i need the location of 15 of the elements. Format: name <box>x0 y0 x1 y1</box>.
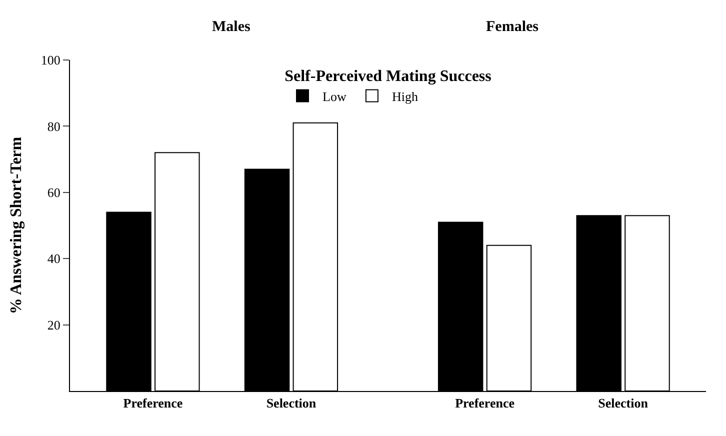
x-tick-label: Selection <box>266 396 317 411</box>
y-axis-title: % Answering Short-Term <box>8 136 25 314</box>
x-tick-label: Preference <box>123 396 183 411</box>
legend-label: High <box>392 88 418 104</box>
legend-label: Low <box>322 88 347 104</box>
x-tick-label: Preference <box>455 396 515 411</box>
text: Males <box>212 19 250 35</box>
y-tick-label: 60 <box>47 184 60 200</box>
y-tick-label: 80 <box>47 118 60 134</box>
y-tick-label: 40 <box>47 251 60 266</box>
y-tick-label: 20 <box>47 317 60 332</box>
text: Females <box>486 19 539 35</box>
x-tick-label: Selection <box>598 396 649 411</box>
legend-title: Self-Perceived Mating Success <box>284 68 492 85</box>
y-tick-label: 100 <box>40 52 60 68</box>
